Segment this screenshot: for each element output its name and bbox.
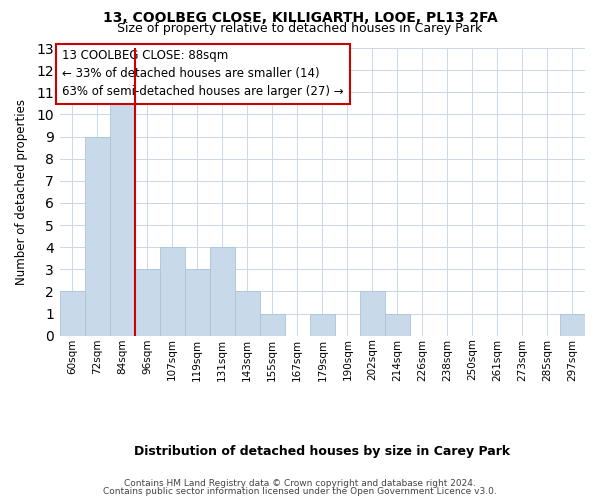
Bar [85,136,110,336]
Bar [210,247,235,336]
Text: Size of property relative to detached houses in Carey Park: Size of property relative to detached ho… [118,22,482,35]
Text: 13 COOLBEG CLOSE: 88sqm
← 33% of detached houses are smaller (14)
63% of semi-de: 13 COOLBEG CLOSE: 88sqm ← 33% of detache… [62,50,344,98]
Bar [310,314,335,336]
Bar [59,292,85,336]
X-axis label: Distribution of detached houses by size in Carey Park: Distribution of detached houses by size … [134,444,511,458]
Text: 13, COOLBEG CLOSE, KILLIGARTH, LOOE, PL13 2FA: 13, COOLBEG CLOSE, KILLIGARTH, LOOE, PL1… [103,11,497,25]
Bar [385,314,410,336]
Text: Contains HM Land Registry data © Crown copyright and database right 2024.: Contains HM Land Registry data © Crown c… [124,478,476,488]
Bar [560,314,585,336]
Bar [185,270,210,336]
Text: Contains public sector information licensed under the Open Government Licence v3: Contains public sector information licen… [103,487,497,496]
Bar [360,292,385,336]
Bar [110,92,134,336]
Y-axis label: Number of detached properties: Number of detached properties [15,99,28,285]
Bar [260,314,285,336]
Bar [235,292,260,336]
Bar [160,247,185,336]
Bar [134,270,160,336]
